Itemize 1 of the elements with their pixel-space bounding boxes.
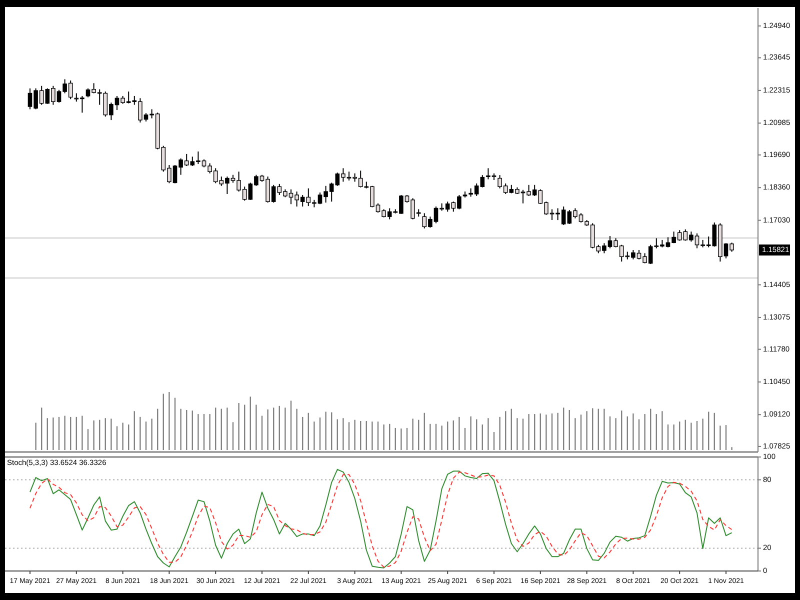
candlestick: [480, 174, 485, 188]
